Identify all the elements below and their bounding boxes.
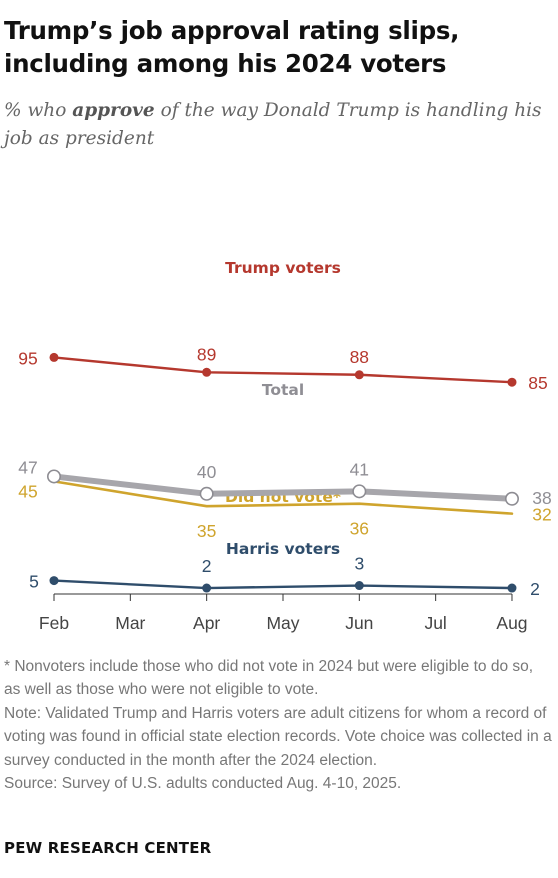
data-point-total-feb bbox=[46, 469, 61, 484]
nonvoter-footnote: * Nonvoters include those who did not vo… bbox=[4, 658, 534, 699]
data-label-trump-voters-aug: 85 bbox=[528, 373, 547, 393]
x-tick-label-mar: Mar bbox=[115, 613, 145, 633]
data-point-trump-voters-jun bbox=[354, 370, 364, 380]
data-label-trump-voters-apr: 89 bbox=[197, 344, 216, 364]
data-point-harris-voters-apr bbox=[202, 583, 212, 593]
data-label-did-not-vote-jun: 36 bbox=[350, 519, 369, 539]
line-chart: Feb Mar Apr May Jun Jul Aug 95 89 88 85 Trump voter… bbox=[18, 259, 551, 633]
series-line-trump-voters bbox=[52, 356, 514, 384]
data-point-total-apr bbox=[199, 486, 214, 501]
data-label-did-not-vote-apr: 35 bbox=[197, 521, 216, 541]
data-label-did-not-vote-feb: 45 bbox=[18, 481, 37, 501]
methodology-note: Note: Validated Trump and Harris voters … bbox=[4, 704, 552, 769]
data-label-did-not-vote-aug: 32 bbox=[532, 505, 551, 525]
source-note: Source: Survey of U.S. adults conducted … bbox=[4, 775, 402, 793]
data-label-trump-voters-feb: 95 bbox=[18, 348, 37, 368]
data-label-total-jun: 41 bbox=[350, 459, 369, 479]
x-tick-label-jun: Jun bbox=[345, 613, 373, 633]
data-label-total-aug: 38 bbox=[532, 488, 551, 508]
x-tick-label-feb: Feb bbox=[39, 613, 69, 633]
series-line-total bbox=[51, 473, 515, 502]
data-label-total-apr: 40 bbox=[197, 462, 217, 482]
x-tick-label-apr: Apr bbox=[193, 613, 220, 633]
data-point-total-jun bbox=[352, 484, 367, 499]
series-label-total: Total bbox=[262, 381, 304, 399]
data-point-trump-voters-feb bbox=[49, 352, 59, 362]
subtitle-suffix: of the way Donald Trump is handling his … bbox=[4, 100, 542, 149]
data-label-total-feb: 47 bbox=[18, 457, 37, 477]
data-point-total-aug bbox=[504, 491, 519, 506]
data-point-harris-voters-jun bbox=[354, 581, 364, 591]
data-label-harris-voters-jun: 3 bbox=[354, 554, 364, 574]
chart-notes: * Nonvoters include those who did not vo… bbox=[4, 655, 552, 795]
data-point-harris-voters-aug bbox=[507, 583, 517, 593]
data-point-trump-voters-apr bbox=[202, 367, 212, 377]
x-tick-label-may: May bbox=[266, 613, 299, 633]
x-tick-label-aug: Aug bbox=[496, 613, 527, 633]
x-tick-label-jul: Jul bbox=[424, 613, 446, 633]
data-point-harris-voters-feb bbox=[49, 576, 59, 586]
series-line-harris-voters bbox=[52, 579, 514, 590]
data-label-trump-voters-jun: 88 bbox=[350, 347, 369, 367]
series-label-trump-voters: Trump voters bbox=[225, 259, 341, 277]
data-point-trump-voters-aug bbox=[507, 377, 517, 387]
data-label-harris-voters-apr: 2 bbox=[202, 556, 212, 576]
subtitle-emphasis: approve bbox=[72, 100, 155, 121]
series-line-did-not-vote bbox=[52, 480, 514, 515]
data-label-harris-voters-aug: 2 bbox=[530, 579, 540, 599]
pew-research-center-logo: PEW RESEARCH CENTER bbox=[4, 839, 212, 857]
chart-title: Trump’s job approval rating slips, inclu… bbox=[4, 16, 460, 78]
series-label-harris-voters: Harris voters bbox=[226, 540, 340, 558]
data-label-harris-voters-feb: 5 bbox=[29, 572, 39, 592]
subtitle-prefix: % who bbox=[4, 100, 73, 121]
chart-subtitle: % who approve of the way Donald Trump is… bbox=[4, 97, 552, 153]
